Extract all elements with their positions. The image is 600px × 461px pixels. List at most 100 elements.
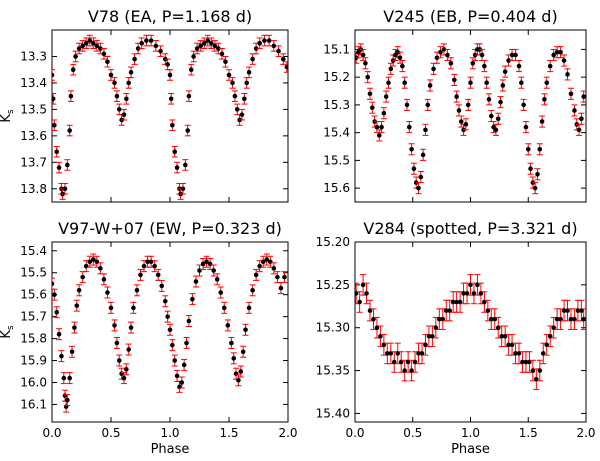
- data-point: [464, 291, 470, 296]
- data-point: [452, 77, 457, 83]
- data-point: [62, 186, 68, 192]
- data-point: [516, 63, 522, 69]
- x-axis-label: Phase: [451, 442, 490, 456]
- data-point: [119, 371, 124, 377]
- data-point: [52, 72, 55, 78]
- data-point: [246, 70, 252, 75]
- data-point: [406, 124, 412, 130]
- data-point: [243, 327, 248, 333]
- data-point: [68, 93, 74, 99]
- data-point: [378, 333, 383, 339]
- data-point: [69, 349, 75, 355]
- data-point: [532, 185, 538, 191]
- x-tick-label: 2.0: [576, 426, 595, 440]
- data-point: [98, 266, 103, 271]
- chart-title: V78 (EA, P=1.168 d): [88, 7, 252, 26]
- data-point: [141, 263, 147, 269]
- data-point: [91, 40, 96, 46]
- data-point: [186, 318, 192, 324]
- x-tick-label: 2.0: [278, 426, 297, 440]
- y-axis-label-subscript: s: [6, 109, 16, 114]
- data-series: [355, 43, 586, 195]
- data-point: [138, 272, 143, 278]
- data-point: [180, 186, 186, 192]
- data-point: [365, 74, 371, 80]
- data-point: [486, 97, 492, 102]
- data-point: [105, 59, 110, 65]
- data-point: [547, 333, 553, 339]
- data-point: [388, 66, 394, 72]
- data-point: [168, 96, 174, 102]
- data-point: [238, 369, 244, 374]
- data-point: [179, 380, 185, 385]
- data-point: [363, 60, 368, 66]
- data-point: [167, 327, 173, 333]
- data-point: [87, 259, 93, 265]
- data-point: [194, 46, 200, 51]
- data-point: [488, 316, 494, 322]
- y-axis-label-main: K: [0, 330, 14, 339]
- data-point: [186, 93, 192, 99]
- x-axis-label: Phase: [151, 442, 190, 456]
- data-point: [475, 282, 480, 288]
- data-point: [554, 316, 560, 322]
- data-point: [230, 80, 235, 86]
- data-point: [193, 279, 199, 284]
- data-point: [101, 277, 107, 282]
- data-point: [509, 52, 515, 58]
- data-point: [457, 299, 463, 305]
- data-point: [276, 48, 281, 54]
- x-tick-label: 0.0: [42, 426, 61, 440]
- y-axis-label: Ks: [0, 109, 16, 123]
- data-point: [116, 358, 122, 363]
- data-point: [506, 58, 511, 63]
- data-point: [114, 93, 120, 99]
- x-tick-label: 1.5: [519, 426, 538, 440]
- data-point: [83, 40, 89, 46]
- data-point: [423, 342, 428, 348]
- data-point: [231, 356, 237, 361]
- data-point: [185, 128, 190, 133]
- data-point: [572, 316, 577, 322]
- data-point: [425, 102, 431, 108]
- y-tick-label: 15.5: [20, 266, 47, 280]
- y-tick-label: 15.20: [316, 235, 350, 249]
- data-point: [52, 96, 56, 102]
- data-point: [155, 272, 161, 278]
- data-point: [191, 54, 196, 59]
- data-point: [581, 316, 586, 322]
- data-point: [400, 63, 405, 69]
- x-tick-label: 1.0: [461, 426, 480, 440]
- data-point: [190, 296, 195, 302]
- data-point: [67, 128, 72, 133]
- data-point: [212, 43, 218, 49]
- data-point: [218, 290, 224, 295]
- data-point: [211, 268, 216, 273]
- data-point: [391, 359, 397, 365]
- data-point: [197, 268, 202, 273]
- data-point: [201, 40, 207, 46]
- data-point: [65, 397, 70, 403]
- data-point: [537, 368, 543, 373]
- data-point: [409, 146, 414, 152]
- data-point: [367, 308, 373, 313]
- y-axis-label: Ks: [0, 325, 16, 339]
- data-point: [56, 165, 62, 170]
- data-point: [495, 325, 501, 331]
- y-tick-label: 15.9: [20, 354, 47, 368]
- data-point: [558, 49, 563, 55]
- data-point: [402, 368, 407, 373]
- data-point: [172, 149, 178, 155]
- data-point: [383, 94, 389, 99]
- data-point: [418, 174, 424, 180]
- data-point: [94, 259, 100, 265]
- data-point: [521, 102, 526, 108]
- data-point: [447, 308, 453, 313]
- chart-title: V97-W+07 (EW, P=0.323 d): [58, 219, 282, 238]
- data-point: [126, 347, 131, 352]
- x-tick-label: 0.5: [101, 426, 120, 440]
- data-point: [516, 351, 522, 356]
- data-point: [52, 122, 57, 128]
- x-tick-label: 1.5: [219, 426, 238, 440]
- data-point: [371, 316, 376, 322]
